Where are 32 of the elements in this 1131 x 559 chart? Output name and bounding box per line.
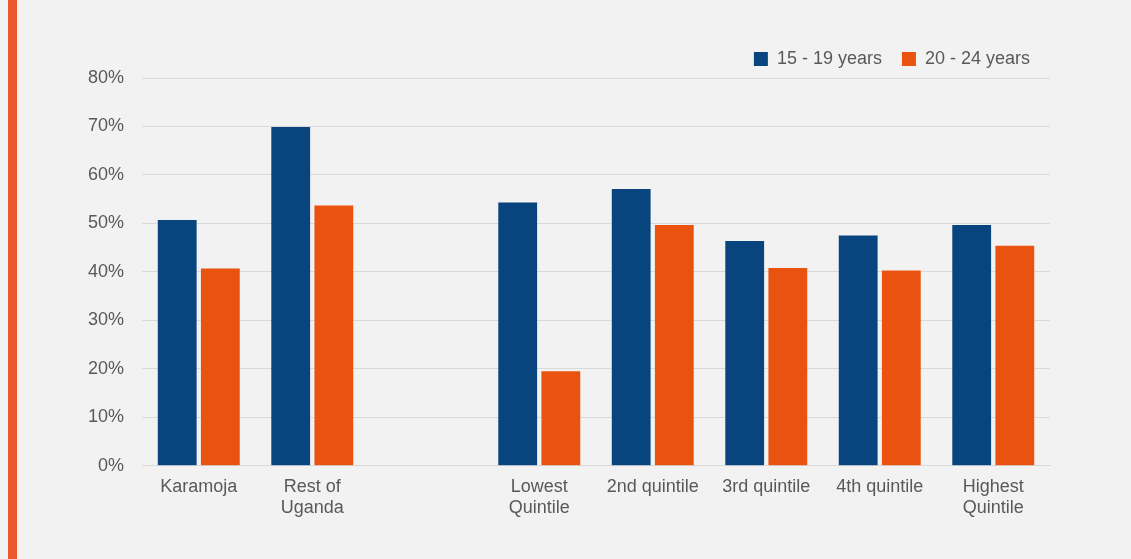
- x-tick-label: Lowest Quintile: [508, 475, 570, 518]
- bar: [952, 224, 992, 466]
- y-tick-label: 0%: [98, 454, 125, 475]
- x-tick-label: 4th quintile: [836, 475, 924, 496]
- legend-label: 15 - 19 years: [776, 47, 882, 68]
- x-tick-label: 2nd quintile: [606, 475, 699, 496]
- bar: [314, 205, 354, 466]
- bar: [541, 371, 581, 466]
- y-tick-label: 60%: [88, 163, 125, 184]
- y-tick-label: 50%: [88, 212, 125, 233]
- x-tick-label: Rest of Uganda: [280, 475, 345, 518]
- y-tick-label: 30%: [88, 309, 125, 330]
- x-tick-label: Highest Quintile: [962, 475, 1024, 518]
- bar: [995, 245, 1035, 466]
- y-tick-label: 20%: [88, 357, 125, 378]
- x-tick-label: 3rd quintile: [722, 475, 811, 496]
- bar: [654, 224, 694, 466]
- bar: [157, 220, 197, 466]
- bar: [768, 268, 808, 466]
- y-tick-label: 40%: [88, 260, 125, 281]
- bar: [881, 270, 921, 466]
- bar: [200, 268, 240, 466]
- bar: [725, 240, 765, 466]
- bar: [611, 189, 651, 466]
- legend-label: 20 - 24 years: [924, 47, 1031, 68]
- bar: [838, 235, 878, 466]
- x-tick-label: Karamoja: [160, 475, 239, 496]
- y-tick-label: 80%: [88, 66, 125, 87]
- bar: [271, 126, 311, 466]
- bar: [498, 202, 538, 466]
- y-tick-label: 70%: [88, 115, 125, 136]
- y-tick-label: 10%: [88, 406, 125, 427]
